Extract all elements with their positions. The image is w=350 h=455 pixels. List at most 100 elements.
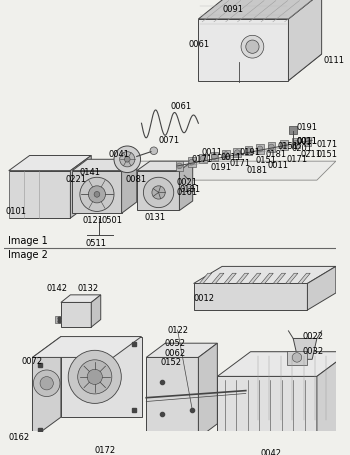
Text: 0142: 0142 [47, 284, 68, 293]
Polygon shape [9, 156, 91, 171]
Circle shape [292, 353, 302, 362]
Polygon shape [121, 159, 137, 213]
Text: 0091: 0091 [222, 5, 243, 14]
Polygon shape [61, 337, 141, 417]
Polygon shape [217, 352, 350, 376]
Text: 0152: 0152 [160, 359, 181, 367]
Circle shape [241, 35, 264, 58]
Text: 0162: 0162 [9, 433, 30, 442]
Text: 0131: 0131 [144, 213, 166, 222]
Text: 0022: 0022 [303, 332, 324, 341]
Circle shape [212, 154, 217, 159]
Polygon shape [261, 273, 273, 283]
Bar [55, 316, 61, 324]
Text: 0011: 0011 [268, 161, 289, 170]
Text: 0151: 0151 [255, 157, 276, 166]
Text: 0062: 0062 [164, 349, 186, 358]
Text: 0171: 0171 [192, 155, 213, 163]
Text: 0061: 0061 [171, 102, 192, 111]
Text: 0151: 0151 [277, 142, 298, 151]
Polygon shape [307, 267, 336, 310]
Polygon shape [33, 337, 61, 438]
Circle shape [78, 360, 112, 394]
Text: Image 2: Image 2 [8, 250, 48, 260]
Polygon shape [273, 273, 286, 283]
Text: 0041: 0041 [108, 150, 129, 159]
Text: 0061: 0061 [189, 40, 210, 49]
Bar [245, 146, 252, 156]
Bar [303, 136, 311, 146]
Text: 0511: 0511 [85, 239, 106, 248]
Polygon shape [9, 171, 70, 218]
Polygon shape [72, 159, 137, 171]
Text: 0181: 0181 [266, 150, 287, 159]
Circle shape [200, 156, 206, 161]
Bar [256, 144, 264, 154]
Bar [287, 351, 307, 365]
Polygon shape [288, 0, 322, 81]
Circle shape [150, 147, 158, 155]
Polygon shape [33, 337, 141, 358]
Circle shape [257, 146, 263, 152]
Polygon shape [236, 273, 248, 283]
Text: 0201: 0201 [291, 144, 312, 153]
Text: 0132: 0132 [78, 284, 99, 293]
Polygon shape [317, 352, 350, 447]
Circle shape [152, 186, 165, 199]
Circle shape [80, 177, 114, 212]
Bar [199, 154, 207, 163]
Text: 0191: 0191 [211, 163, 232, 172]
Text: Image 1: Image 1 [8, 237, 48, 247]
Polygon shape [198, 0, 322, 19]
Text: 0181: 0181 [247, 166, 268, 175]
Text: 0151: 0151 [317, 150, 338, 159]
Text: 0121: 0121 [83, 216, 104, 225]
Polygon shape [248, 273, 261, 283]
Circle shape [281, 142, 287, 148]
Circle shape [246, 40, 259, 53]
Bar [289, 126, 297, 134]
Circle shape [223, 152, 229, 157]
Polygon shape [217, 376, 317, 447]
Text: 0011: 0011 [296, 137, 317, 147]
Polygon shape [224, 273, 236, 283]
Circle shape [33, 370, 60, 396]
Polygon shape [146, 343, 217, 358]
Text: 0122: 0122 [168, 326, 189, 335]
Text: 0171: 0171 [287, 155, 308, 163]
Polygon shape [251, 352, 350, 423]
Text: 0211: 0211 [301, 150, 322, 159]
Circle shape [125, 157, 130, 162]
Circle shape [94, 192, 100, 197]
Text: 0021: 0021 [177, 178, 198, 187]
Bar [176, 161, 183, 171]
Text: 0071: 0071 [159, 136, 180, 145]
Bar [211, 152, 218, 161]
Circle shape [268, 144, 274, 150]
Circle shape [114, 146, 141, 172]
Polygon shape [212, 273, 224, 283]
Polygon shape [286, 273, 298, 283]
Circle shape [89, 186, 105, 203]
Text: 0161: 0161 [177, 188, 198, 197]
Polygon shape [72, 171, 121, 213]
Circle shape [120, 152, 135, 167]
Text: 0501: 0501 [102, 216, 123, 225]
Circle shape [68, 350, 121, 404]
Text: 0171: 0171 [317, 140, 338, 149]
Text: 0011: 0011 [220, 152, 241, 162]
Bar [292, 138, 300, 148]
Polygon shape [61, 295, 101, 303]
Polygon shape [42, 161, 336, 180]
Circle shape [234, 150, 240, 156]
Text: 0172: 0172 [94, 445, 115, 455]
Circle shape [246, 148, 252, 154]
Polygon shape [198, 19, 288, 81]
Polygon shape [194, 283, 307, 310]
Polygon shape [180, 161, 193, 211]
Text: 0141: 0141 [80, 168, 101, 177]
Polygon shape [61, 303, 91, 327]
Polygon shape [137, 161, 193, 171]
Polygon shape [91, 295, 101, 327]
Polygon shape [199, 273, 212, 283]
